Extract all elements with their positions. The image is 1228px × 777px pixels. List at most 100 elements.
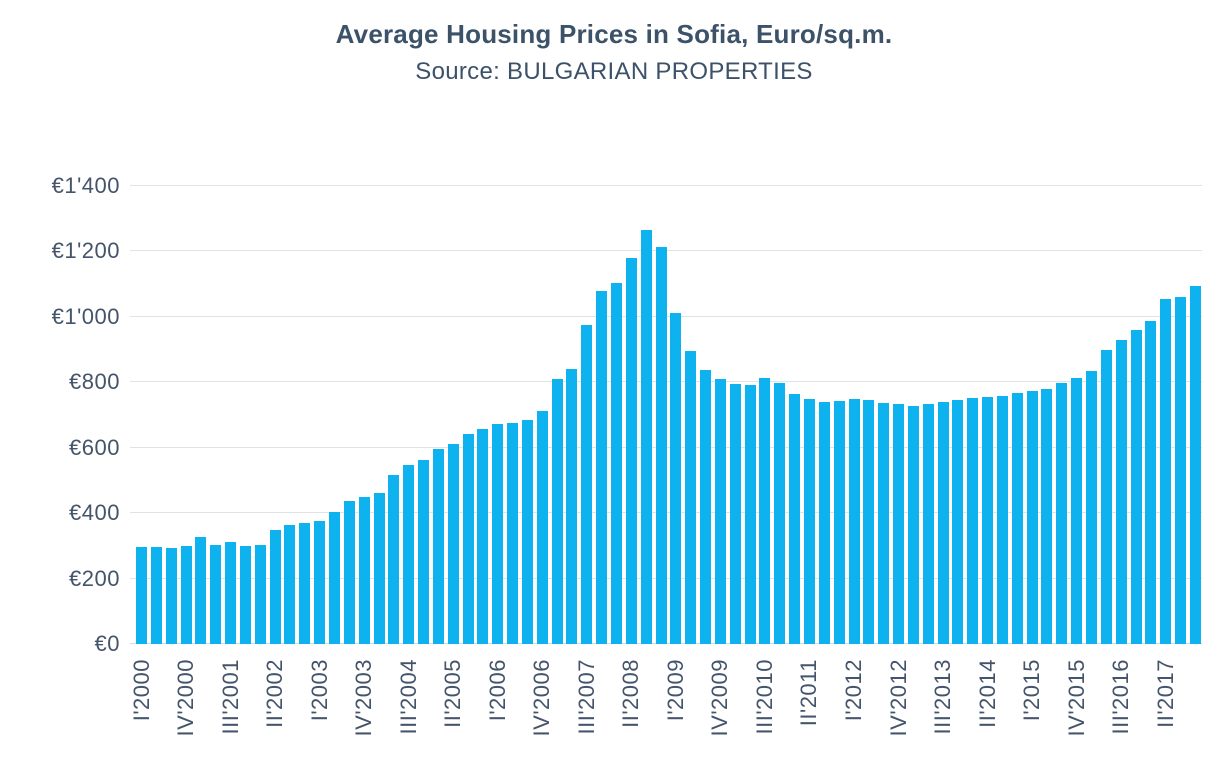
bar xyxy=(507,423,519,644)
x-tick-label: III'2013 xyxy=(930,659,956,735)
bar xyxy=(1175,297,1187,644)
bar xyxy=(328,511,340,644)
bar xyxy=(165,547,177,644)
bar: I'2006 xyxy=(485,424,510,721)
bar: III'2013 xyxy=(930,401,955,734)
bars: I'2000 IV'2000 III'2001 II'2002 I'2003 IV'200… xyxy=(129,186,1202,736)
bar: III'2004 xyxy=(396,465,421,734)
chart-title: Average Housing Prices in Sofia, Euro/sq… xyxy=(335,19,893,49)
bar xyxy=(1086,370,1097,644)
bar xyxy=(1130,329,1142,644)
x-tick-label: IV'2009 xyxy=(707,659,733,737)
bar: III'2016 xyxy=(1108,340,1133,734)
y-tick-label: €600 xyxy=(69,434,120,460)
y-tick-label: €200 xyxy=(69,565,120,591)
bar: III'2007 xyxy=(574,325,599,734)
bar: IV'2012 xyxy=(886,403,911,736)
x-tick-label: III'2007 xyxy=(573,659,599,735)
bar xyxy=(655,246,667,644)
bar xyxy=(774,382,786,644)
bar: IV'2006 xyxy=(529,411,554,736)
bar: II'2017 xyxy=(1153,298,1178,728)
bar xyxy=(195,536,207,644)
x-tick-label: II'2005 xyxy=(440,659,466,728)
gridline xyxy=(130,185,1202,186)
bar xyxy=(922,404,934,644)
plot-area: I'2000 IV'2000 III'2001 II'2002 I'2003 IV'200… xyxy=(129,185,1202,736)
bar xyxy=(596,290,608,644)
bar: II'2011 xyxy=(796,398,821,726)
x-tick-label: II'2008 xyxy=(618,659,644,728)
bar: II'2008 xyxy=(618,257,643,728)
x-tick-label: I'2006 xyxy=(484,659,510,722)
bar xyxy=(388,474,400,644)
bar xyxy=(373,492,385,644)
x-tick-label: II'2014 xyxy=(974,659,1000,728)
bar xyxy=(521,419,533,644)
bar xyxy=(432,449,444,644)
bar: III'2010 xyxy=(752,378,777,734)
bar: II'2005 xyxy=(440,444,465,728)
bar: III'2001 xyxy=(218,541,243,734)
x-tick-label: I'2015 xyxy=(1019,659,1045,722)
bar: I'2015 xyxy=(1019,391,1044,721)
bar xyxy=(254,544,266,644)
y-tick-label: €1'200 xyxy=(51,238,120,264)
bar: IV'2003 xyxy=(351,496,376,736)
bar xyxy=(150,546,162,644)
bar: IV'2009 xyxy=(707,379,732,736)
bar xyxy=(833,400,845,644)
bar: IV'2000 xyxy=(173,545,198,736)
x-tick-label: IV'2012 xyxy=(885,659,911,737)
bar xyxy=(1189,285,1201,644)
bar xyxy=(239,545,251,644)
x-tick-label: III'2004 xyxy=(395,659,421,735)
bar xyxy=(685,351,697,644)
y-tick-label: €800 xyxy=(69,369,120,395)
bar: IV'2015 xyxy=(1064,378,1089,736)
chart-subtitle: Source: BULGARIAN PROPERTIES xyxy=(415,58,813,85)
x-tick-label: II'2017 xyxy=(1152,659,1178,728)
bar: II'2014 xyxy=(975,397,1000,728)
y-tick-label: €1'000 xyxy=(51,303,120,329)
bar xyxy=(299,522,311,644)
y-tick-label: €1'400 xyxy=(51,173,120,198)
bar xyxy=(1011,393,1023,644)
bar xyxy=(551,379,563,644)
bar xyxy=(284,524,296,644)
x-tick-label: II'2011 xyxy=(796,659,822,727)
bar xyxy=(729,384,741,644)
bar xyxy=(1145,321,1157,644)
y-tick-label: €400 xyxy=(69,500,120,526)
x-tick-label: II'2002 xyxy=(262,659,288,728)
bar xyxy=(210,544,222,644)
bar: I'2000 xyxy=(129,546,154,721)
x-tick-label: I'2000 xyxy=(128,659,154,722)
x-tick-label: IV'2003 xyxy=(351,659,377,737)
x-tick-label: III'2016 xyxy=(1108,659,1134,735)
bar xyxy=(611,282,622,644)
x-tick-label: III'2010 xyxy=(751,659,777,735)
x-tick-label: I'2012 xyxy=(841,659,866,722)
bar xyxy=(952,399,964,644)
x-tick-label: IV'2000 xyxy=(173,659,199,737)
bar xyxy=(789,394,801,644)
bar xyxy=(700,370,712,644)
bar xyxy=(863,399,875,644)
bar xyxy=(744,384,756,644)
bar: I'2012 xyxy=(841,398,866,721)
bar xyxy=(477,428,489,644)
bar xyxy=(566,369,578,644)
bar: I'2009 xyxy=(663,312,688,721)
bar xyxy=(418,460,430,644)
x-tick-label: I'2003 xyxy=(306,659,332,722)
bar xyxy=(967,398,979,644)
bar xyxy=(1100,350,1112,644)
bar xyxy=(462,434,474,644)
bar: II'2002 xyxy=(262,530,287,728)
bar xyxy=(1041,388,1053,644)
bar xyxy=(907,406,919,644)
y-tick-label: €0 xyxy=(94,631,120,656)
bar xyxy=(343,501,355,644)
